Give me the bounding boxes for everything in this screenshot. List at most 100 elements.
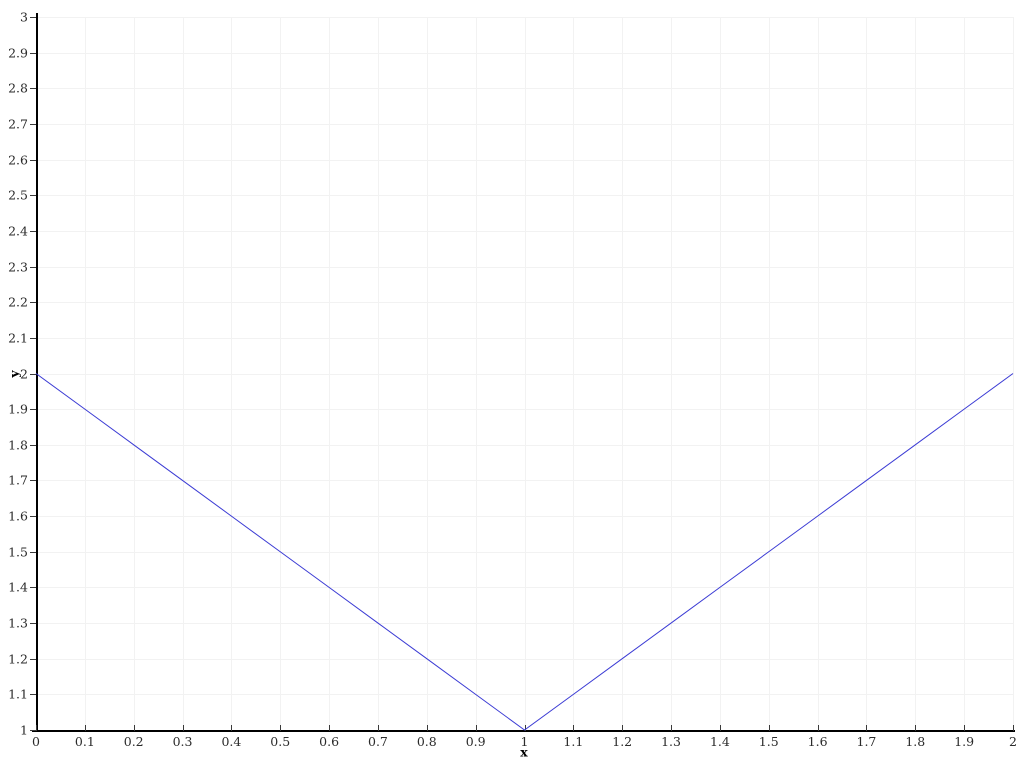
y-tick-label: 2.3 [8, 259, 28, 275]
x-tick-label: 2 [1009, 734, 1017, 749]
y-tick-label: 2 [20, 366, 28, 381]
gridline-horizontal [36, 694, 1013, 696]
x-tick-mark [36, 725, 37, 731]
y-tick-label: 1.6 [8, 508, 28, 524]
y-axis-label: y [6, 370, 22, 378]
y-tick-label: 2.4 [8, 223, 28, 239]
y-tick-label: 1.2 [8, 651, 28, 667]
x-tick-label: 0.9 [465, 734, 486, 749]
y-tick-mark [30, 88, 36, 90]
y-tick-label: 1 [20, 722, 28, 738]
x-tick-label: 0.7 [367, 734, 388, 749]
x-tick-mark [573, 725, 575, 731]
gridline-horizontal [36, 302, 1013, 304]
gridline-horizontal [36, 266, 1013, 268]
x-tick-mark [231, 725, 233, 731]
x-tick-label: 1.6 [807, 734, 828, 749]
x-tick-label: 1.4 [709, 734, 730, 749]
y-tick-mark [30, 302, 36, 304]
x-tick-label: 1.3 [661, 734, 681, 749]
gridline-horizontal [36, 480, 1013, 482]
gridline-horizontal [36, 88, 1013, 90]
gridline-horizontal [36, 444, 1013, 446]
y-tick-mark [30, 551, 36, 553]
gridline-horizontal [36, 409, 1013, 411]
x-tick-mark [329, 725, 331, 731]
gridline-horizontal [36, 52, 1013, 54]
x-tick-label: 1.8 [905, 734, 926, 749]
x-tick-label: 1 [520, 734, 529, 749]
y-tick-mark [30, 658, 36, 660]
y-tick-label: 3 [20, 9, 28, 25]
x-tick-label: 1.9 [954, 734, 975, 749]
x-tick-mark [671, 725, 673, 731]
y-tick-label: 2.7 [8, 116, 28, 132]
y-tick-mark [30, 587, 36, 589]
y-tick-mark [30, 17, 36, 18]
y-tick-label: 1.9 [8, 401, 28, 417]
y-tick-mark [30, 52, 36, 54]
gridline-horizontal [36, 623, 1013, 625]
y-tick-label: 2.6 [8, 152, 28, 168]
x-tick-label: 0.2 [123, 734, 144, 749]
x-tick-mark [1013, 725, 1014, 731]
x-tick-mark [915, 725, 917, 731]
y-axis-line [36, 13, 38, 731]
series-line-absolute-value [35, 373, 1014, 731]
y-tick-label: 1.4 [8, 579, 28, 595]
y-tick-label: 2.2 [8, 294, 28, 310]
y-tick-mark [30, 123, 36, 125]
gridline-horizontal [36, 516, 1013, 518]
x-tick-mark [866, 725, 868, 731]
y-tick-mark [30, 373, 36, 375]
x-tick-mark [622, 725, 624, 731]
x-tick-mark [377, 725, 379, 731]
gridline-horizontal [36, 230, 1013, 232]
y-tick-label: 1.5 [8, 544, 28, 560]
y-tick-mark [30, 159, 36, 161]
y-tick-mark [30, 480, 36, 482]
y-tick-mark [30, 409, 36, 411]
y-tick-mark [30, 730, 36, 731]
y-tick-label: 1.7 [8, 472, 28, 488]
gridline-horizontal [36, 551, 1013, 553]
x-tick-mark [426, 725, 428, 731]
y-tick-label: 2.9 [8, 45, 28, 61]
gridline-horizontal [36, 658, 1013, 660]
x-tick-label: 1.1 [563, 734, 584, 749]
y-tick-mark [30, 337, 36, 339]
gridline-horizontal [36, 159, 1013, 161]
gridline-horizontal [36, 195, 1013, 197]
x-tick-label: 1.5 [758, 734, 779, 749]
x-axis-label: x [520, 744, 528, 760]
x-tick-label: 0.8 [416, 734, 437, 749]
x-tick-mark [133, 725, 135, 731]
y-tick-mark [30, 266, 36, 268]
x-tick-label: 0 [32, 734, 40, 749]
y-tick-label: 1.8 [8, 437, 28, 453]
y-tick-mark [30, 230, 36, 232]
x-tick-label: 0.3 [172, 734, 193, 749]
gridline-horizontal [36, 587, 1013, 589]
x-tick-label: 1.7 [856, 734, 877, 749]
y-tick-label: 1.3 [8, 615, 28, 631]
gridline-horizontal [36, 337, 1013, 339]
y-tick-label: 2.5 [8, 187, 28, 203]
x-tick-mark [182, 725, 184, 731]
x-tick-mark [524, 725, 526, 731]
y-tick-mark [30, 516, 36, 518]
y-tick-label: 2.1 [8, 330, 28, 346]
gridline-horizontal [36, 373, 1013, 375]
x-tick-mark [719, 725, 721, 731]
x-tick-label: 0.1 [74, 734, 95, 749]
x-tick-mark [817, 725, 819, 731]
x-tick-mark [768, 725, 770, 731]
y-tick-mark [30, 694, 36, 696]
x-tick-mark [964, 725, 966, 731]
y-tick-mark [30, 195, 36, 197]
x-tick-mark [475, 725, 477, 731]
gridline-vertical [1013, 17, 1014, 730]
gridline-horizontal [36, 123, 1013, 125]
